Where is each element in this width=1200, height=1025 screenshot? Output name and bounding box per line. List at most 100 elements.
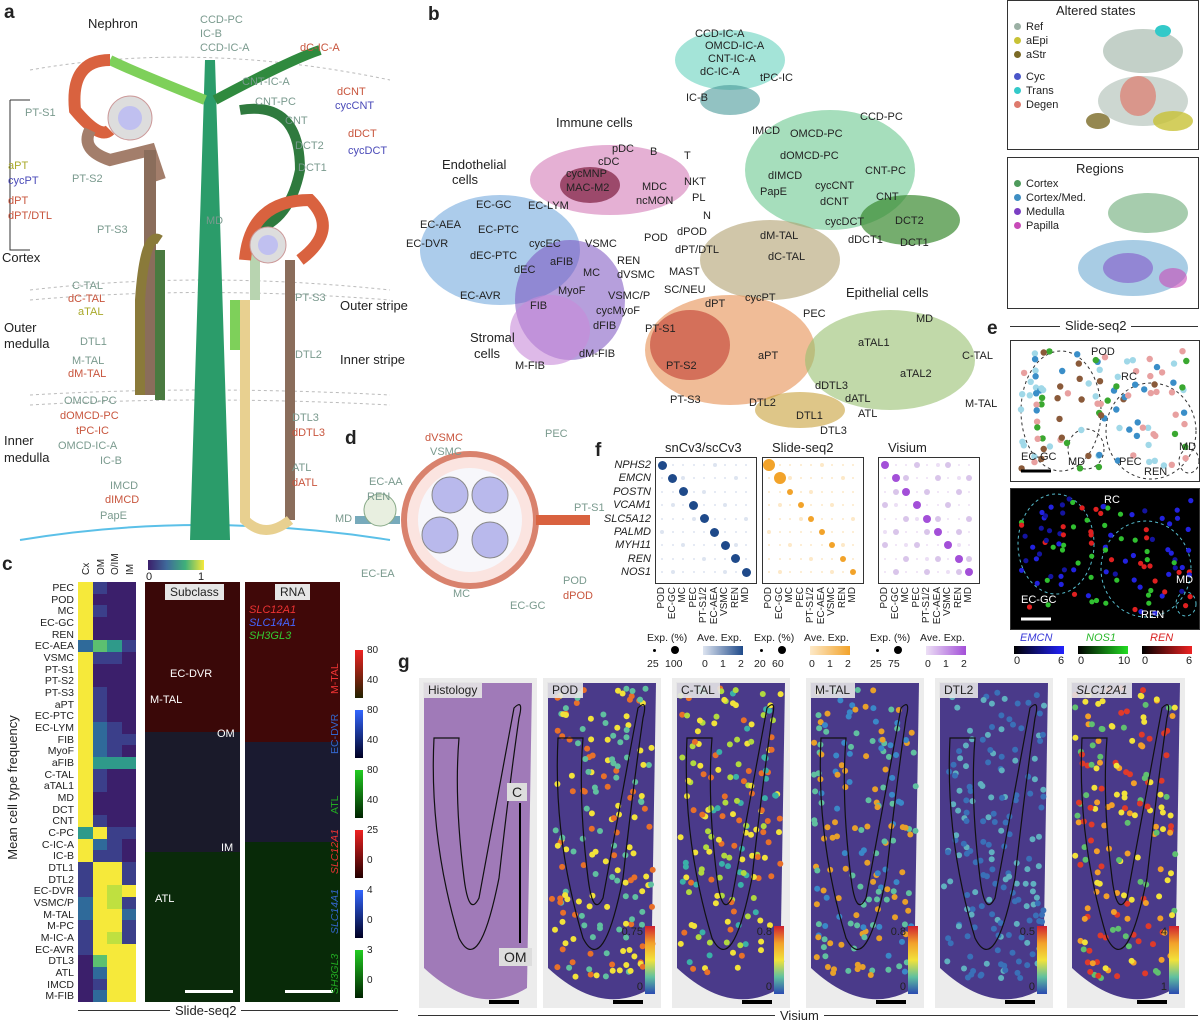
visium-spot [1160, 826, 1166, 833]
heatmap-cell [107, 932, 122, 944]
f-dot [819, 463, 824, 467]
label-imcd: IMCD [110, 480, 139, 492]
cl-pod: POD [644, 232, 668, 244]
visium-spot [944, 958, 951, 965]
visium-spot [963, 809, 970, 816]
visium-spot [989, 911, 996, 918]
visium-spot [643, 873, 650, 880]
f-dot [724, 490, 726, 493]
visium-spot [697, 762, 704, 769]
label-dpt-dtl: dPT/DTL [8, 210, 53, 222]
label-cortex: Cortex [2, 250, 41, 265]
heatmap-cell [121, 768, 136, 781]
visium-spot [1085, 713, 1092, 720]
visium-spot [699, 929, 706, 936]
spot [1027, 378, 1034, 385]
visium-spot [842, 865, 849, 872]
visium-spot [984, 731, 991, 738]
visium-spot [979, 736, 986, 743]
visium-spot [704, 969, 711, 976]
visium-spot [1006, 831, 1013, 838]
g-tile-title: Histology [423, 682, 483, 698]
visium-spot [591, 784, 598, 791]
heatmap-cell [107, 640, 122, 652]
visium-spot [969, 736, 975, 743]
visium-spot [761, 854, 768, 861]
spot [1031, 458, 1038, 466]
visium-spot [950, 761, 957, 768]
heatmap-cell [107, 803, 122, 816]
g-tile: SLC12A1 4 1 [1067, 678, 1185, 1008]
cl-dc-tal: dC-TAL [768, 251, 806, 263]
f-ave-tick: 0 [702, 658, 708, 670]
visium-spot [716, 749, 723, 755]
f-dot [810, 504, 812, 507]
c-colorbar-tick: 80 [367, 765, 379, 776]
visium-spot [892, 914, 898, 921]
f-dot [734, 464, 737, 466]
visium-spot [587, 971, 594, 978]
visium-spot [972, 859, 979, 866]
f-dot [745, 531, 747, 533]
c-colorbar-max: 1 [198, 571, 205, 583]
visium-spot [589, 752, 596, 759]
heatmap-cell [92, 780, 107, 792]
spot [1031, 350, 1039, 357]
visium-spot [580, 862, 587, 869]
c-colorbar-tick: 3 [367, 945, 373, 956]
visium-spot [748, 738, 755, 745]
c-colorbar-label: SH3GL3 [329, 953, 341, 994]
visium-spot [1018, 725, 1025, 732]
heatmap-cell [107, 862, 122, 874]
cl-immune: Immune cells [556, 115, 633, 130]
visium-spot [1075, 819, 1082, 826]
f-dot [884, 517, 886, 520]
visium-spot [872, 786, 879, 793]
visium-spot [1013, 920, 1020, 927]
visium-spot [768, 873, 775, 880]
g-scale-bar [1005, 1000, 1035, 1004]
label-md: MD [206, 215, 224, 227]
visium-spot [838, 941, 845, 948]
visium-spot [980, 697, 987, 703]
f-dot [799, 571, 802, 574]
heatmap-cell [92, 978, 107, 991]
visium-spot [681, 929, 688, 936]
f-dot [692, 464, 695, 466]
spot [1129, 357, 1136, 364]
visium-spot [1108, 802, 1115, 809]
visium-spot [559, 863, 566, 870]
visium-spot [1040, 907, 1047, 914]
f-dot [968, 544, 970, 547]
f-dot [713, 571, 716, 574]
visium-spot [861, 934, 868, 941]
e-label-md2: MD [1179, 441, 1197, 453]
visium-spot [833, 752, 840, 759]
legend-label: aEpi [1026, 35, 1049, 47]
c-colorbar-tick: 0 [367, 975, 373, 986]
spot [1130, 452, 1137, 459]
f-col-label: EC-GC [889, 587, 901, 620]
visium-spot [552, 827, 559, 834]
g-tile-min: 0 [636, 981, 643, 993]
f-dot [692, 557, 695, 560]
visium-spot [614, 867, 621, 874]
visium-spot [1098, 785, 1105, 792]
spot [1118, 536, 1124, 542]
spot [1044, 577, 1050, 583]
spot [1078, 426, 1085, 434]
visium-spot [813, 901, 820, 908]
visium-spot [964, 974, 971, 981]
visium-spot [582, 756, 589, 762]
f-dot [852, 477, 854, 480]
heatmap-cell [107, 722, 122, 734]
heatmap-cell [78, 745, 93, 757]
sc-atl: ATL [155, 893, 175, 905]
g-footer: Visium [775, 1008, 824, 1023]
visium-spot [628, 693, 635, 700]
scale-nos1-hi: 10 [1118, 655, 1131, 667]
f-dot [945, 462, 951, 468]
cl-fib: FIB [530, 300, 548, 312]
spot [1138, 560, 1144, 566]
visium-spot [889, 791, 895, 798]
